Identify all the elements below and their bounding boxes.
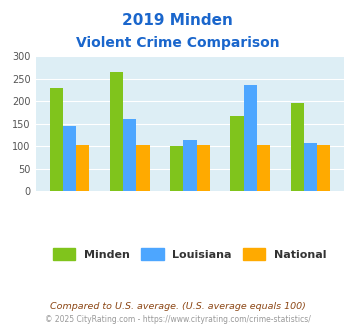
Text: 2019 Minden: 2019 Minden xyxy=(122,13,233,28)
Bar xyxy=(183,140,197,191)
Bar xyxy=(76,146,89,191)
Bar xyxy=(257,146,270,191)
Text: Compared to U.S. average. (U.S. average equals 100): Compared to U.S. average. (U.S. average … xyxy=(50,302,305,311)
Bar xyxy=(317,146,330,191)
Bar xyxy=(50,88,63,191)
Bar xyxy=(197,146,210,191)
Bar xyxy=(304,143,317,191)
Text: Violent Crime Comparison: Violent Crime Comparison xyxy=(76,36,279,50)
Bar xyxy=(110,72,123,191)
Bar xyxy=(244,85,257,191)
Bar xyxy=(170,146,183,191)
Bar xyxy=(290,103,304,191)
Bar xyxy=(136,146,149,191)
Bar xyxy=(123,119,136,191)
Legend: Minden, Louisiana, National: Minden, Louisiana, National xyxy=(53,248,327,260)
Text: © 2025 CityRating.com - https://www.cityrating.com/crime-statistics/: © 2025 CityRating.com - https://www.city… xyxy=(45,315,310,324)
Bar xyxy=(230,115,244,191)
Bar xyxy=(63,126,76,191)
